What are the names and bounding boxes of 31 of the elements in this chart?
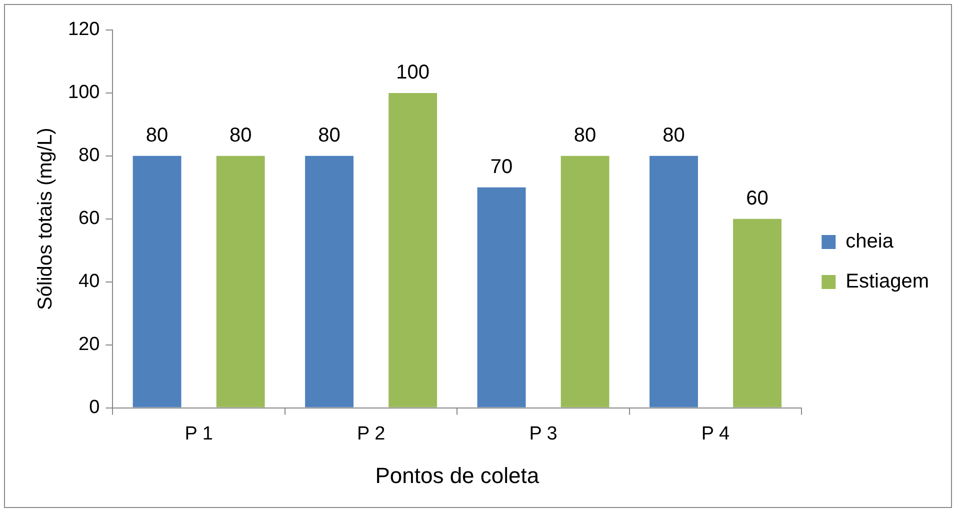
data-label: 70 (490, 156, 513, 178)
bar (477, 187, 526, 408)
y-tick-label: 80 (78, 145, 100, 166)
legend-label: Estiagem (846, 270, 930, 293)
y-tick-label: 20 (78, 334, 100, 356)
y-tick-label: 60 (78, 208, 100, 230)
bar (560, 156, 610, 408)
y-tick-label: 0 (89, 397, 100, 418)
x-axis-title: Pontos de coleta (375, 462, 540, 488)
bar (388, 92, 438, 408)
y-tick-label: 40 (78, 271, 100, 292)
data-label: 100 (396, 61, 430, 84)
x-tick-label: P 3 (529, 423, 558, 444)
x-tick-label: P 2 (356, 423, 386, 444)
data-label: 80 (229, 124, 252, 146)
bar (733, 218, 782, 408)
bar (216, 156, 265, 408)
legend-label: cheia (846, 230, 894, 253)
x-tick-label: P 4 (701, 423, 730, 444)
data-label: 80 (146, 124, 168, 146)
y-tick-label: 120 (68, 19, 100, 40)
bar (305, 156, 354, 408)
x-tick-label: P 1 (184, 423, 213, 444)
bar (650, 156, 698, 408)
data-label: 80 (574, 124, 596, 146)
data-label: 80 (318, 124, 340, 146)
y-tick-label: 100 (68, 82, 100, 104)
y-axis-title: Sólidos totais (mg/L) (34, 128, 57, 310)
data-label: 60 (746, 187, 768, 210)
bar (132, 156, 182, 408)
data-label: 80 (662, 124, 685, 146)
